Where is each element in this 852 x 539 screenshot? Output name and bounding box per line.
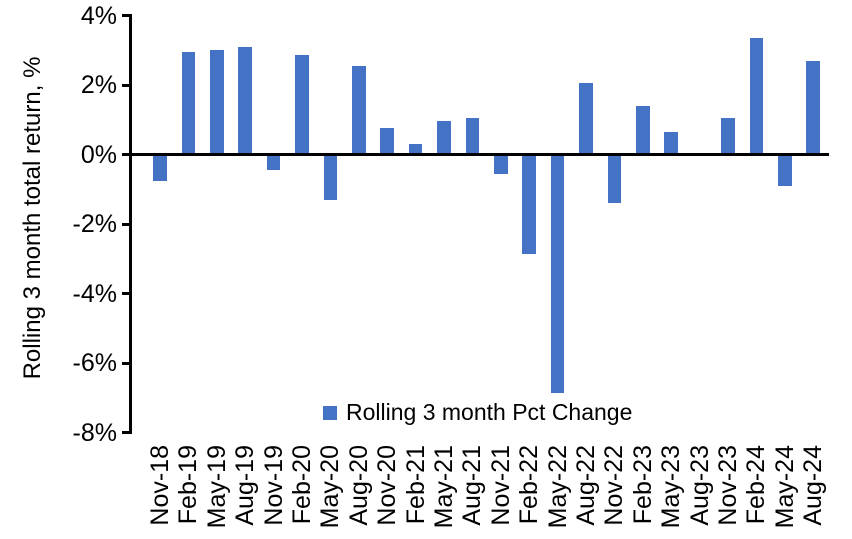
x-tick-label: May-24: [770, 445, 799, 529]
bar: [636, 105, 650, 155]
x-tick-label: Feb-21: [401, 445, 430, 525]
x-tick-label: Nov-19: [259, 445, 288, 526]
bar: [266, 154, 281, 171]
bar: [352, 65, 366, 155]
y-tick-mark: [122, 222, 131, 226]
x-tick-label: Nov-21: [486, 445, 515, 526]
bar: [295, 55, 309, 155]
y-tick-label: 4%: [80, 1, 117, 30]
y-tick-label: -4%: [72, 279, 117, 308]
bar: [664, 131, 678, 155]
x-tick-label: Nov-20: [373, 445, 402, 526]
y-tick-label: 2%: [80, 71, 117, 99]
bar: [181, 51, 196, 155]
x-tick-label: Aug-23: [685, 445, 714, 526]
y-tick-label: -8%: [72, 418, 117, 447]
bar: [579, 83, 593, 155]
bar: [806, 60, 820, 155]
x-tick-label: May-22: [543, 445, 572, 529]
x-tick-label: Nov-22: [600, 445, 629, 526]
legend: Rolling 3 month Pct Change: [323, 399, 632, 426]
x-tick-label: Aug-19: [231, 445, 260, 526]
x-tick-label: Aug-20: [344, 445, 373, 526]
y-tick-mark: [122, 292, 131, 295]
y-tick-mark: [122, 361, 131, 365]
x-tick-label: Feb-19: [174, 445, 203, 525]
bar: [607, 154, 622, 204]
y-tick-label: -6%: [72, 349, 117, 377]
bar: [153, 154, 167, 181]
x-tick-label: Nov-23: [714, 445, 742, 526]
x-tick-label: May-23: [657, 445, 686, 529]
x-axis-line: [123, 153, 829, 156]
bar: [494, 154, 508, 174]
bar: [323, 154, 338, 200]
y-tick-mark: [122, 83, 131, 87]
x-tick-label: Feb-22: [515, 445, 544, 525]
x-tick-label: Nov-18: [146, 445, 174, 526]
bar: [749, 38, 764, 155]
bar: [238, 46, 252, 155]
x-tick-label: Aug-24: [799, 445, 828, 526]
bar: [778, 154, 792, 186]
legend-label: Rolling 3 month Pct Change: [346, 399, 633, 425]
x-tick-label: Feb-23: [628, 445, 657, 525]
x-tick-label: Feb-24: [742, 445, 771, 525]
x-tick-label: Aug-21: [458, 445, 487, 526]
x-tick-label: Aug-22: [572, 445, 600, 526]
bar: [408, 144, 423, 155]
x-tick-label: May-21: [430, 445, 458, 529]
y-tick-mark: [122, 14, 131, 17]
y-tick-label: 0%: [80, 140, 117, 169]
bar: [550, 154, 565, 393]
bar: [465, 118, 480, 155]
x-tick-label: Feb-20: [288, 445, 316, 525]
bar: [380, 128, 394, 155]
y-tick-label: -2%: [72, 210, 117, 238]
bar: [437, 121, 451, 155]
bar: [210, 50, 224, 155]
legend-marker-icon: [323, 405, 337, 420]
x-tick-label: May-19: [202, 445, 231, 529]
bar: [522, 154, 536, 254]
bar: [721, 118, 735, 155]
x-tick-label: May-20: [316, 445, 345, 529]
y-tick-mark: [122, 431, 131, 434]
